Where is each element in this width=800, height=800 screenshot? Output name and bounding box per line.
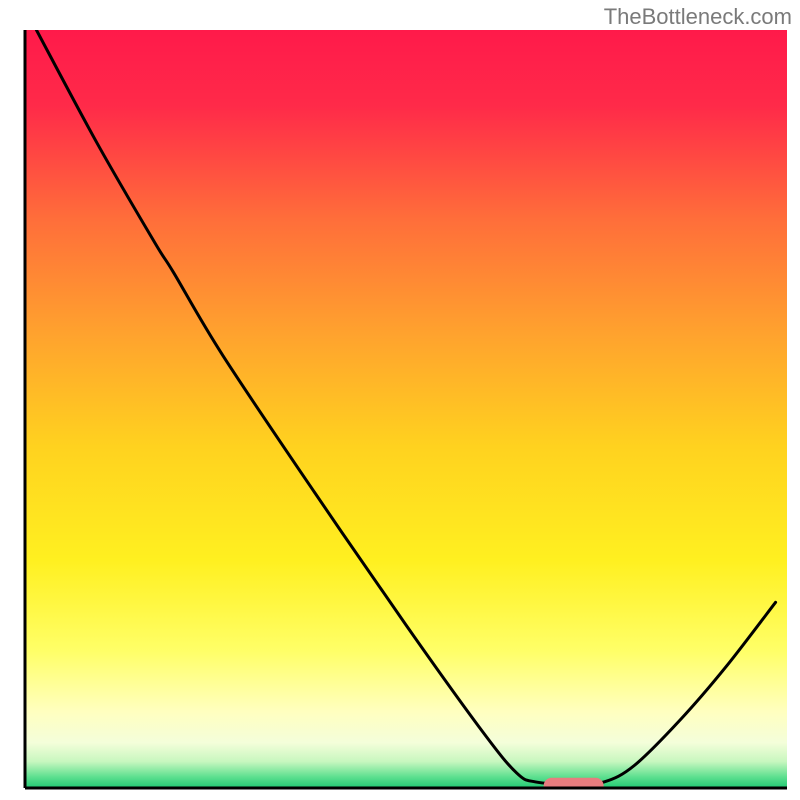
bottleneck-chart (0, 0, 800, 800)
chart-container: TheBottleneck.com (0, 0, 800, 800)
watermark-text: TheBottleneck.com (604, 4, 792, 30)
optimal-marker (544, 778, 604, 794)
plot-background (25, 30, 787, 788)
